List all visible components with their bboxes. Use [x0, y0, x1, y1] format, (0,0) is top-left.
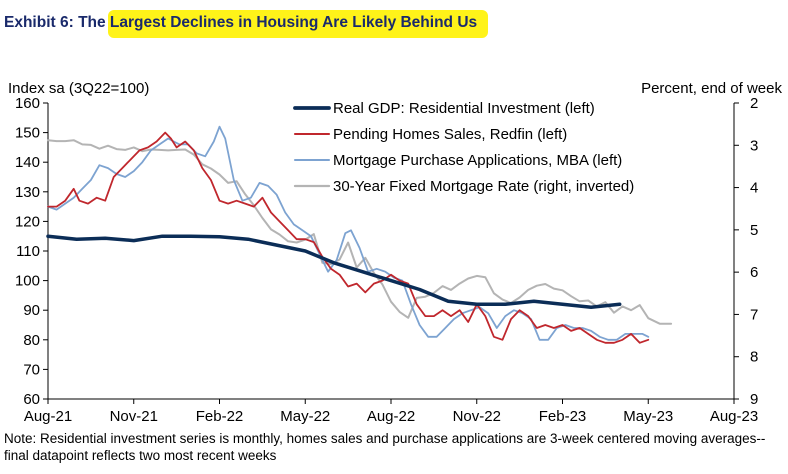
series-line-2: [47, 125, 650, 341]
left-tick-label: 90: [23, 302, 40, 319]
legend-label-2: Mortgage Purchase Applications, MBA (lef…: [333, 152, 622, 169]
x-tick-label: Aug-22: [367, 408, 415, 425]
left-tick-label: 80: [23, 332, 40, 349]
left-tick-label: 130: [15, 184, 40, 201]
x-tick-label: Aug-21: [24, 408, 72, 425]
right-tick-label: 4: [750, 180, 758, 197]
left-tick-label: 150: [15, 125, 40, 142]
left-tick-label: 140: [15, 154, 40, 171]
x-tick-label: Feb-22: [196, 408, 244, 425]
x-tick-label: Feb-23: [539, 408, 587, 425]
series-line-0: [46, 234, 622, 309]
right-tick-label: 2: [750, 95, 758, 112]
right-tick-label: 7: [750, 306, 758, 323]
left-tick-label: 70: [23, 361, 40, 378]
right-axis-label: Percent, end of week: [641, 80, 782, 97]
series-line-1: [47, 131, 650, 344]
legend-label-0: Real GDP: Residential Investment (left): [333, 100, 595, 117]
left-tick-label: 100: [15, 273, 40, 290]
x-tick-label: Nov-22: [453, 408, 501, 425]
right-tick-label: 3: [750, 137, 758, 154]
right-tick-label: 8: [750, 349, 758, 366]
chart-note: Note: Residential investment series is m…: [4, 431, 766, 463]
x-tick-label: Aug-23: [710, 408, 758, 425]
left-tick-label: 110: [16, 243, 40, 260]
left-tick-label: 120: [15, 213, 40, 230]
chart-title: Exhibit 6: The Largest Declines in Housi…: [4, 14, 478, 31]
x-tick-label: May-22: [280, 408, 330, 425]
legend-label-3: 30-Year Fixed Mortgage Rate (right, inve…: [333, 178, 634, 195]
left-axis-label: Index sa (3Q22=100): [8, 80, 149, 97]
right-tick-label: 9: [750, 391, 758, 408]
legend-label-1: Pending Homes Sales, Redfin (left): [333, 126, 567, 143]
left-tick-label: 60: [23, 391, 40, 408]
left-tick-label: 160: [15, 95, 40, 112]
x-tick-label: Nov-21: [110, 408, 158, 425]
x-tick-label: May-23: [623, 408, 673, 425]
title-highlight: [108, 10, 488, 38]
right-tick-label: 5: [750, 222, 758, 239]
right-tick-label: 6: [750, 264, 758, 281]
